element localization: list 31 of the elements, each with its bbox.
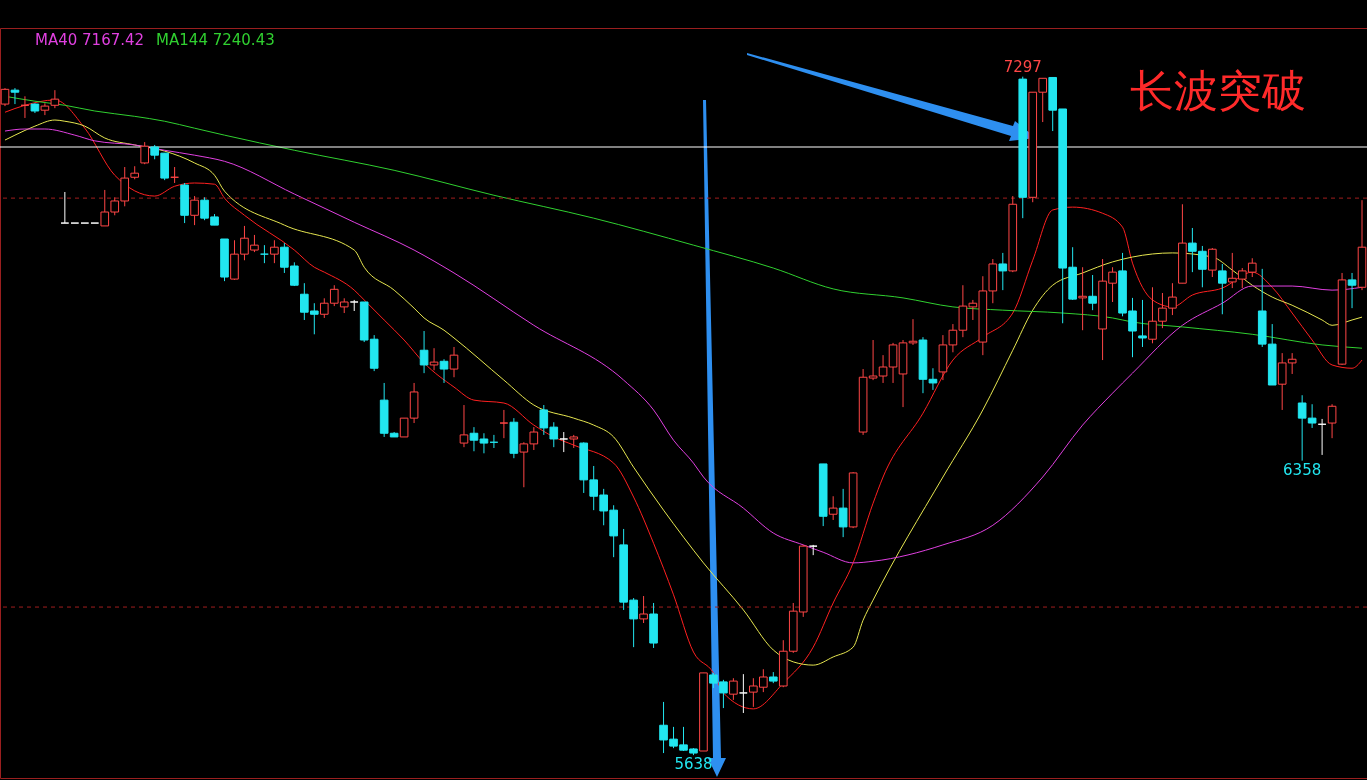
- annotation: 7297: [1003, 57, 1042, 76]
- candlestick: [1208, 247, 1217, 278]
- candlestick: [729, 677, 738, 701]
- candlestick: [449, 346, 459, 378]
- candlestick: [459, 404, 469, 448]
- candlestick: [1088, 274, 1097, 311]
- candlestick: [1078, 266, 1087, 331]
- candlestick: [838, 488, 848, 538]
- candlestick: [739, 673, 748, 714]
- text: MA144 7240.43: [156, 31, 275, 49]
- candlestick: [60, 191, 70, 224]
- candlestick: [190, 195, 199, 226]
- candlestick: [1347, 272, 1357, 309]
- candlestick: [1327, 403, 1337, 439]
- annotation: 长波突破: [1130, 65, 1306, 116]
- candlestick: [270, 239, 279, 264]
- candlestick: [998, 252, 1008, 291]
- candlestick: [429, 347, 439, 371]
- candlestick: [1138, 299, 1147, 348]
- candlestick: [419, 330, 429, 374]
- candlestick: [10, 87, 20, 105]
- candlestick: [499, 409, 509, 439]
- annotation: 6358: [1283, 460, 1322, 479]
- annotation: 5638: [674, 755, 713, 774]
- candlestick: [828, 495, 838, 521]
- candlestick: [559, 431, 569, 453]
- text: MA40 7167.42: [35, 31, 145, 49]
- candlestick: [439, 358, 449, 384]
- candlestick: [908, 318, 918, 346]
- candlestick: [1218, 263, 1227, 315]
- candlestick: [639, 595, 648, 624]
